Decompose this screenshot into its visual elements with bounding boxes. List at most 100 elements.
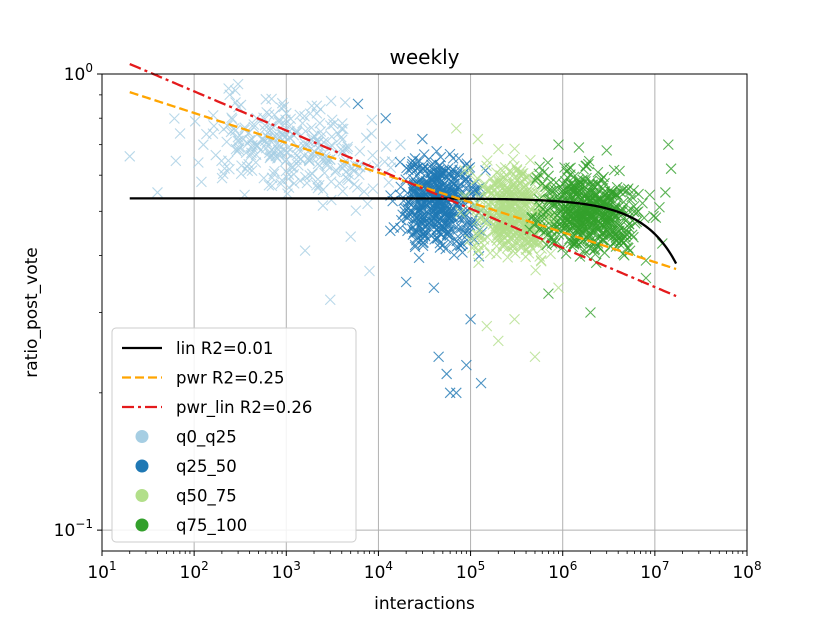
x-tick-label: 106: [548, 559, 577, 583]
scatter-point: [533, 199, 545, 211]
scatter-point: [444, 387, 456, 399]
scatter-point: [561, 214, 573, 226]
scatter-point: [152, 187, 163, 198]
series-q75_100: [524, 139, 677, 318]
scatter-point: [232, 131, 244, 143]
scatter-point: [444, 230, 456, 241]
scatter-point: [245, 149, 257, 161]
scatter-point: [598, 190, 610, 202]
scatter-point: [395, 139, 406, 151]
scatter-point: [626, 191, 638, 203]
scatter-point: [283, 173, 294, 185]
scatter-point: [428, 282, 440, 294]
scatter-point: [503, 183, 515, 195]
scatter-point: [621, 185, 633, 197]
scatter-point: [605, 225, 616, 237]
scatter-point: [479, 178, 490, 190]
scatter-point: [352, 98, 364, 110]
scatter-point: [433, 226, 444, 238]
scatter-point: [297, 117, 308, 129]
x-axis-ticks: 101 102 103 104 105 106 107 108: [87, 551, 762, 583]
scatter-point: [531, 172, 543, 183]
scatter-point: [565, 178, 577, 190]
scatter-point: [311, 107, 323, 119]
scatter-point: [665, 163, 677, 175]
scatter-point: [614, 165, 625, 177]
scatter-point: [384, 225, 396, 237]
scatter-point: [472, 133, 484, 145]
scatter-point: [294, 175, 306, 187]
scatter-point: [440, 182, 451, 194]
scatter-point: [216, 172, 228, 184]
legend-label: q50_75: [176, 487, 237, 507]
scatter-point: [425, 159, 437, 171]
scatter-point: [618, 196, 629, 208]
y-tick-label: 10−1: [54, 517, 93, 541]
scatter-point: [481, 320, 493, 332]
legend-label: pwr R2=0.25: [176, 369, 285, 388]
scatter-point: [473, 257, 484, 269]
scatter-point: [644, 189, 656, 201]
x-tick-label: 101: [87, 559, 116, 583]
scatter-point: [483, 184, 494, 196]
scatter-point: [247, 139, 258, 151]
scatter-point: [477, 181, 489, 193]
scatter-point: [449, 174, 461, 186]
scatter-point: [592, 216, 604, 228]
scatter-point: [553, 282, 564, 294]
scatter-point: [583, 211, 595, 223]
scatter-point: [557, 178, 569, 190]
scatter-point: [248, 119, 260, 130]
scatter-point: [411, 232, 423, 243]
scatter-point: [324, 141, 336, 153]
scatter-point: [562, 186, 574, 198]
scatter-point: [662, 139, 674, 151]
scatter-point: [617, 184, 629, 196]
scatter-point: [491, 240, 503, 252]
scatter-point: [435, 151, 447, 163]
scatter-point: [306, 122, 317, 134]
scatter-point: [623, 222, 635, 234]
scatter-point: [540, 181, 551, 193]
legend-label: q25_50: [176, 457, 237, 477]
scatter-point: [429, 210, 440, 222]
scatter-point: [447, 152, 459, 164]
scatter-point: [401, 211, 413, 223]
scatter-point: [538, 166, 550, 178]
scatter-point: [462, 171, 474, 183]
scatter-point: [229, 125, 241, 137]
scatter-point: [585, 176, 597, 187]
legend-label: pwr_lin R2=0.26: [176, 398, 312, 418]
scatter-point: [568, 171, 580, 183]
scatter-point: [530, 186, 542, 198]
scatter-point: [522, 230, 534, 241]
scatter-point: [628, 231, 639, 243]
scatter-point: [440, 206, 451, 218]
scatter-point: [270, 150, 282, 162]
scatter-point: [544, 193, 555, 205]
scatter-point: [475, 377, 487, 389]
scatter-point: [360, 132, 372, 144]
scatter-point: [631, 207, 642, 218]
scatter-point: [325, 95, 337, 107]
scatter-point: [224, 163, 235, 175]
scatter-point: [326, 114, 338, 126]
scatter-point: [440, 243, 452, 255]
scatter-point: [563, 163, 575, 175]
scatter-point: [648, 210, 659, 222]
fit-line-lin: [129, 197, 678, 265]
scatter-point: [536, 243, 547, 255]
scatter-point: [402, 203, 414, 214]
scatter-point: [490, 232, 502, 244]
x-tick-label: 103: [272, 559, 301, 583]
scatter-point: [512, 174, 524, 186]
scatter-point: [282, 188, 293, 200]
scatter-point: [229, 85, 241, 96]
scatter-point: [326, 131, 338, 143]
scatter-point: [515, 228, 527, 239]
fit-line-pwr: [129, 91, 677, 271]
scatter-point: [508, 183, 520, 195]
scatter-point: [223, 83, 235, 94]
scatter-point: [263, 179, 275, 191]
scatter-point: [460, 191, 472, 203]
